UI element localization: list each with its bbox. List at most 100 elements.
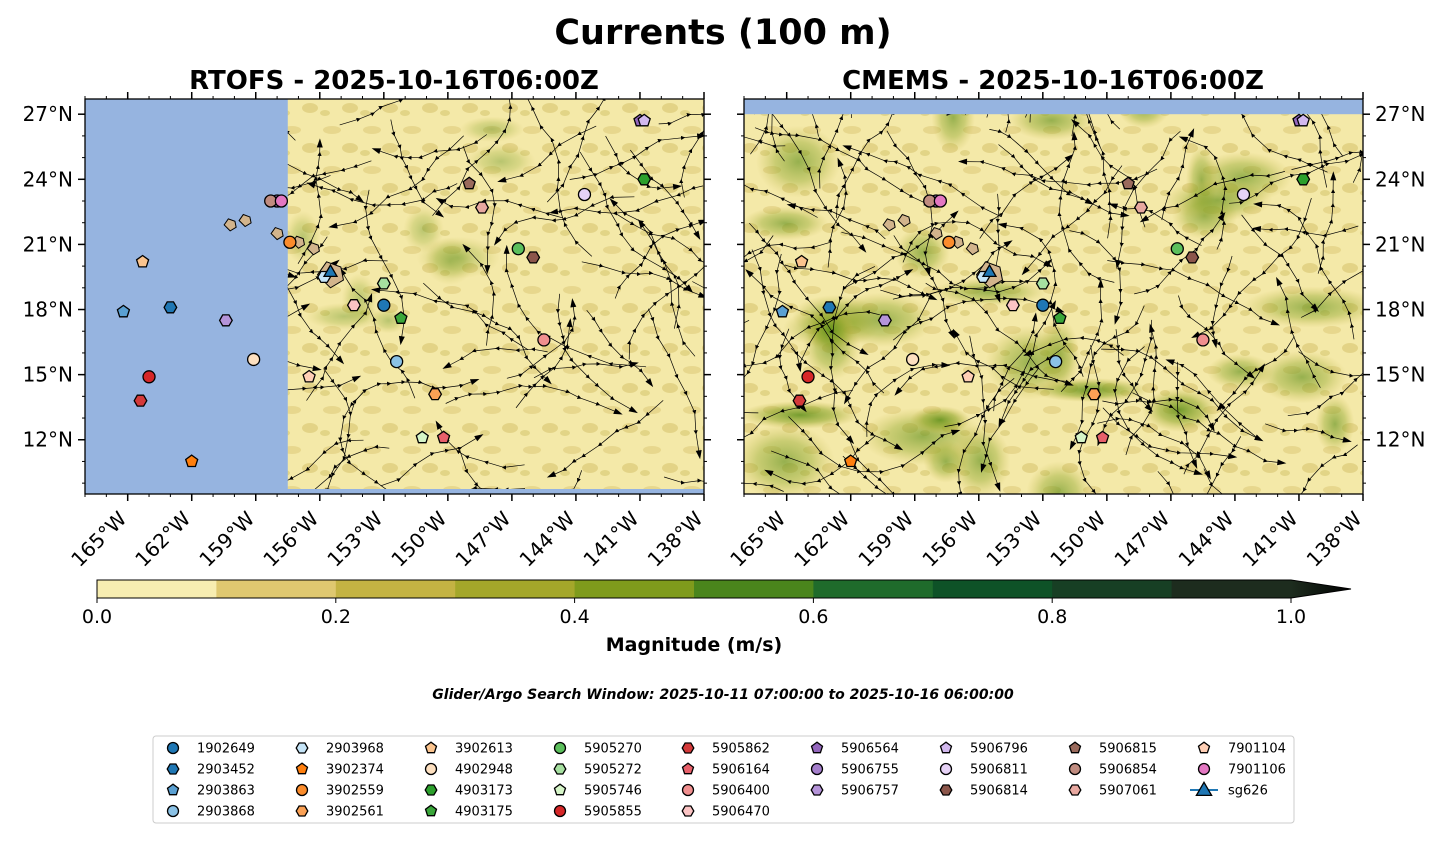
streamline-arrow bbox=[497, 176, 507, 183]
streamline-arrow bbox=[366, 292, 373, 303]
legend-label: 5906564 bbox=[841, 742, 899, 757]
platform-5905862-marker bbox=[792, 394, 807, 407]
streamline-arrow bbox=[1270, 319, 1280, 326]
platform-2903863-marker bbox=[116, 304, 131, 318]
streamline bbox=[1077, 345, 1102, 494]
platform-2903452-marker bbox=[163, 301, 178, 314]
current-eddy bbox=[744, 206, 829, 241]
legend-item: 5906400 bbox=[681, 784, 770, 799]
streamline bbox=[827, 162, 849, 268]
lon-tick-label: 144°W bbox=[514, 506, 579, 571]
streamline-arrow bbox=[1178, 136, 1189, 143]
streamline-arrow bbox=[948, 329, 955, 340]
lon-tick-label: 141°W bbox=[578, 506, 643, 571]
streamline bbox=[1055, 99, 1101, 147]
streamline-arrow bbox=[370, 287, 381, 294]
streamline-arrow bbox=[632, 55, 641, 63]
platform-5906796-marker bbox=[1296, 113, 1310, 127]
streamline-arrow bbox=[695, 449, 702, 460]
streamline-arrow bbox=[1187, 128, 1195, 138]
current-eddy bbox=[1315, 394, 1355, 454]
legend-item: 5906854 bbox=[1068, 763, 1157, 778]
platform-3902559-marker bbox=[942, 235, 956, 249]
island-maui bbox=[306, 242, 320, 256]
map-frame bbox=[743, 98, 1364, 495]
streamline-arrow bbox=[316, 138, 323, 148]
streamline-arrow bbox=[950, 210, 959, 219]
streamline bbox=[998, 144, 1090, 203]
legend-item: 5906564 bbox=[810, 741, 899, 757]
legend-marker-2903868 bbox=[166, 804, 180, 818]
legend-item: 3902613 bbox=[424, 741, 513, 757]
legend-item: 5905855 bbox=[553, 804, 642, 820]
streamline-arrow bbox=[723, 273, 730, 282]
streamline-arrow bbox=[994, 482, 1001, 492]
rtofs-panel: RTOFS - 2025-10-16T06:00Z 165°W 162°W 159°W… bbox=[23, 55, 711, 572]
current-eddy bbox=[1163, 179, 1273, 221]
search-window-caption: Glider/Argo Search Window: 2025-10-11 07… bbox=[432, 687, 1014, 703]
current-eddy bbox=[305, 302, 384, 330]
lat-tick-label: 15°N bbox=[23, 363, 73, 387]
streamline bbox=[586, 309, 651, 384]
streamline bbox=[627, 262, 704, 360]
streamline-arrow bbox=[998, 418, 1005, 428]
platform-5906815-marker bbox=[1121, 176, 1135, 190]
legend-item: 5906757 bbox=[810, 784, 899, 799]
legend-marker-5906564 bbox=[810, 741, 824, 754]
lon-tick-label: 165°W bbox=[725, 506, 790, 571]
legend-marker-5907061 bbox=[1068, 784, 1082, 796]
lat-tick-label: 18°N bbox=[23, 298, 73, 322]
legend-label: 5906815 bbox=[1099, 742, 1157, 757]
streamline-arrow bbox=[1049, 300, 1056, 310]
platform-4903175-marker bbox=[394, 311, 408, 324]
platform-5906164-marker bbox=[436, 430, 451, 444]
platform-5905746-marker bbox=[1074, 430, 1088, 444]
colorbar: 0.0 0.2 0.4 0.6 0.8 1.0 Magnitude (m/s) bbox=[82, 579, 1352, 656]
legend-item: 5906755 bbox=[810, 763, 899, 778]
island-niihau bbox=[882, 218, 896, 232]
platform-3902613-marker bbox=[794, 254, 809, 268]
legend-marker-5905855 bbox=[553, 804, 567, 818]
legend-marker-7901106 bbox=[1197, 762, 1211, 776]
legend-item: 5906164 bbox=[681, 762, 770, 778]
streamline bbox=[1228, 99, 1328, 173]
streamline-arrow bbox=[1183, 526, 1190, 535]
streamline-arrow bbox=[1043, 260, 1053, 268]
current-eddy bbox=[1026, 461, 1092, 494]
current-eddy bbox=[923, 440, 969, 483]
streamline bbox=[341, 271, 416, 399]
legend-item: 4902948 bbox=[424, 762, 513, 778]
legend-label: 5905862 bbox=[712, 742, 770, 757]
streamline-arrow bbox=[1149, 323, 1155, 333]
colorbar-label: Magnitude (m/s) bbox=[606, 634, 783, 656]
streamline-arrow bbox=[1372, 151, 1381, 157]
platform-3902561-marker bbox=[428, 388, 443, 401]
platform-2903863-marker bbox=[775, 304, 790, 318]
legend-item: 2903452 bbox=[166, 763, 255, 778]
streamline-arrow bbox=[1101, 502, 1109, 511]
legend-marker-5905746 bbox=[553, 783, 567, 796]
streamline-arrow bbox=[972, 0, 978, 5]
streamline-arrow bbox=[287, 271, 297, 278]
legend-marker-4902948 bbox=[424, 762, 438, 776]
streamline-arrow bbox=[1058, 24, 1064, 33]
streamline-arrow bbox=[628, 406, 638, 414]
lat-tick-label: 21°N bbox=[23, 232, 73, 256]
legend-item: 5906814 bbox=[939, 784, 1028, 799]
platform-5906811-marker bbox=[1236, 187, 1251, 202]
streamline bbox=[339, 99, 414, 126]
platform-2903868-marker bbox=[1048, 354, 1063, 369]
legend: 1902649 2903452 2903863 2903868 2903968 39023… bbox=[152, 735, 1295, 824]
streamline bbox=[744, 99, 786, 149]
streamline-arrow bbox=[1330, 171, 1337, 181]
streamline-arrow bbox=[558, 58, 567, 65]
colorbar-segment bbox=[1171, 580, 1292, 598]
streamline-arrow bbox=[306, 182, 316, 189]
legend-marker-3902613 bbox=[424, 741, 438, 754]
legend-marker-5905270 bbox=[553, 741, 567, 755]
streamline bbox=[615, 213, 704, 273]
streamline bbox=[375, 289, 529, 351]
legend-label: 5905855 bbox=[584, 805, 642, 820]
streamline-arrow bbox=[890, 0, 899, 8]
legend-marker-3902374 bbox=[295, 762, 309, 775]
